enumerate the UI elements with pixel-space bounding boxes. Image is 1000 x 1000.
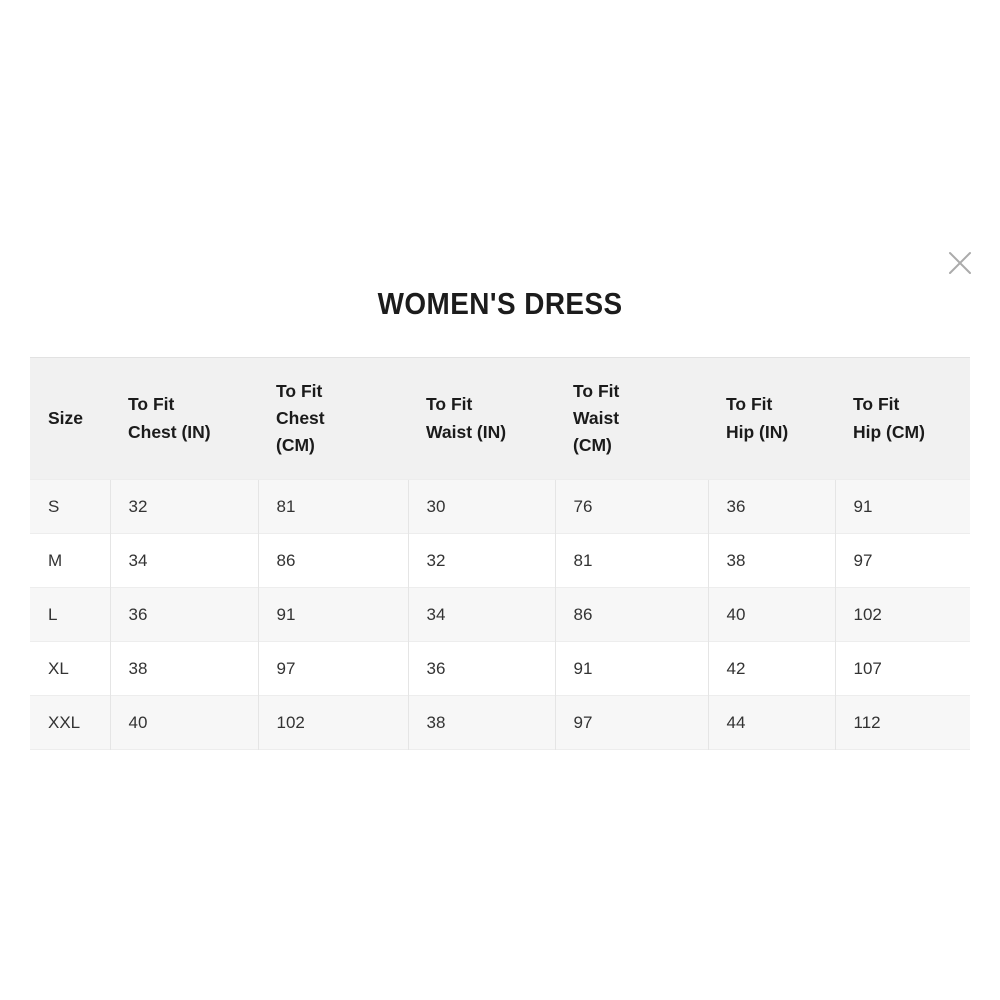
measurement-cell: 97 xyxy=(834,533,970,588)
close-icon xyxy=(949,252,971,274)
measurement-cell: 30 xyxy=(407,479,555,534)
column-header: To Fit Waist (CM) xyxy=(555,357,708,480)
measurement-cell: 91 xyxy=(554,641,708,696)
measurement-cell: 34 xyxy=(407,587,555,642)
measurement-cell: 38 xyxy=(109,641,258,696)
measurement-cell: 112 xyxy=(834,695,970,750)
measurement-cell: 107 xyxy=(834,641,970,696)
measurement-cell: 40 xyxy=(109,695,258,750)
table-body: S 32 81 30 76 36 91 M 34 86 32 81 38 97 L 36 91 34 86 40 102… xyxy=(30,479,970,750)
column-header: To Fit Hip (CM) xyxy=(835,357,970,480)
header-row: Size To Fit Chest (IN) To Fit Chest (CM) To… xyxy=(30,357,970,480)
measurement-cell: 91 xyxy=(834,479,970,534)
measurement-cell: 102 xyxy=(834,587,970,642)
table-row: XL 38 97 36 91 42 107 xyxy=(30,641,970,696)
table-row: M 34 86 32 81 38 97 xyxy=(30,533,970,588)
measurement-cell: 38 xyxy=(407,695,555,750)
measurement-cell: 86 xyxy=(554,587,708,642)
measurement-cell: 102 xyxy=(257,695,408,750)
measurement-cell: 44 xyxy=(707,695,835,750)
measurement-cell: 97 xyxy=(257,641,408,696)
dialog-header: WOMEN'S DRESS xyxy=(0,286,1000,322)
size-label-cell: S xyxy=(30,479,110,534)
size-chart-table: Size To Fit Chest (IN) To Fit Chest (CM) To… xyxy=(30,357,970,750)
measurement-cell: 32 xyxy=(109,479,258,534)
column-header: Size xyxy=(30,357,110,480)
measurement-cell: 40 xyxy=(707,587,835,642)
size-label-cell: XXL xyxy=(30,695,110,750)
measurement-cell: 34 xyxy=(109,533,258,588)
table-row: XXL 40 102 38 97 44 112 xyxy=(30,695,970,750)
measurement-cell: 36 xyxy=(407,641,555,696)
close-button[interactable] xyxy=(944,247,976,279)
column-header: To Fit Hip (IN) xyxy=(708,357,835,480)
table-row: L 36 91 34 86 40 102 xyxy=(30,587,970,642)
measurement-cell: 86 xyxy=(257,533,408,588)
measurement-cell: 81 xyxy=(257,479,408,534)
page-title: WOMEN'S DRESS xyxy=(377,286,623,321)
size-label-cell: M xyxy=(30,533,110,588)
column-header: To Fit Chest (CM) xyxy=(258,357,408,480)
measurement-cell: 81 xyxy=(554,533,708,588)
column-header: To Fit Waist (IN) xyxy=(408,357,555,480)
measurement-cell: 42 xyxy=(707,641,835,696)
measurement-cell: 97 xyxy=(554,695,708,750)
table-row: S 32 81 30 76 36 91 xyxy=(30,479,970,534)
column-header: To Fit Chest (IN) xyxy=(110,357,258,480)
measurement-cell: 76 xyxy=(554,479,708,534)
measurement-cell: 38 xyxy=(707,533,835,588)
size-label-cell: L xyxy=(30,587,110,642)
measurement-cell: 36 xyxy=(109,587,258,642)
measurement-cell: 32 xyxy=(407,533,555,588)
size-label-cell: XL xyxy=(30,641,110,696)
measurement-cell: 91 xyxy=(257,587,408,642)
measurement-cell: 36 xyxy=(707,479,835,534)
